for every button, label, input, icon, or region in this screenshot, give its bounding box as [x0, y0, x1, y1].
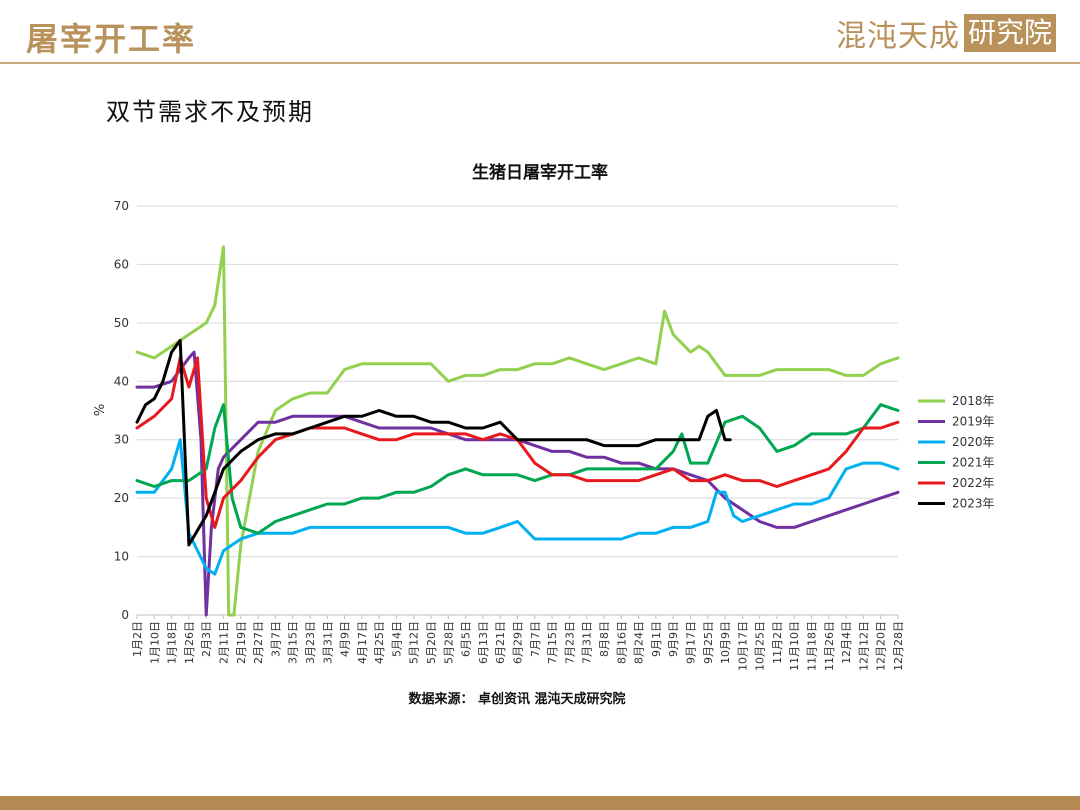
- series-line-3: [135, 403, 900, 535]
- legend-label: 2020年: [952, 435, 995, 449]
- x-tick-label: 9月1日: [650, 621, 663, 657]
- x-tick-label: 5月12日: [408, 621, 421, 664]
- y-tick-label: 70: [114, 199, 129, 213]
- y-tick-label: 50: [114, 316, 129, 330]
- x-tick-label: 11月26日: [823, 621, 836, 671]
- series-line-2: [135, 438, 900, 576]
- slide-subtitle: 双节需求不及预期: [106, 98, 314, 126]
- x-tick-label: 2月3日: [200, 621, 213, 657]
- source-note: 数据来源： 卓创资讯 混沌天成研究院: [408, 691, 625, 707]
- x-tick-label: 1月2日: [131, 621, 144, 657]
- x-tick-label: 4月9日: [339, 621, 352, 657]
- x-tick-label: 9月9日: [667, 621, 680, 657]
- x-tick-label: 5月4日: [390, 621, 403, 657]
- x-tick-label: 3月31日: [321, 621, 334, 664]
- y-tick-label: 30: [114, 433, 129, 447]
- x-tick-label: 7月15日: [546, 621, 559, 664]
- x-tick-label: 7月7日: [529, 621, 542, 657]
- legend-label: 2018年: [952, 394, 995, 408]
- x-tick-label: 10月25日: [754, 621, 767, 671]
- x-tick-label: 1月18日: [166, 621, 179, 664]
- x-tick-label: 6月29日: [512, 621, 525, 664]
- x-tick-label: 3月23日: [304, 621, 317, 664]
- chart-legend: 2018年 2019年 2020年 2021年 2022年 2023年: [918, 394, 995, 511]
- x-tick-label: 12月4日: [840, 621, 853, 664]
- x-tick-label: 2月27日: [252, 621, 265, 664]
- x-tick-label: 11月2日: [771, 621, 784, 664]
- legend-label: 2023年: [952, 497, 995, 511]
- y-tick-label: 0: [121, 608, 129, 622]
- logo-box-text: 研究院: [963, 14, 1056, 52]
- legend-label: 2022年: [952, 476, 995, 490]
- x-tick-label: 4月25日: [373, 621, 386, 664]
- x-tick-label: 12月12日: [857, 621, 870, 671]
- x-tick-label: 4月17日: [356, 621, 369, 664]
- header-rule: [0, 62, 1080, 64]
- x-tick-label: 8月16日: [615, 621, 628, 664]
- x-tick-label: 3月7日: [269, 621, 282, 657]
- series-lines: [135, 245, 900, 617]
- x-tick-label: 8月8日: [598, 621, 611, 657]
- x-axis-ticks: 1月2日 1月10日 1月18日 1月26日 2月3日 2月11日 2月19日 2月27日 3月…: [131, 615, 905, 671]
- x-tick-label: 10月17日: [736, 621, 749, 671]
- x-tick-label: 12月28日: [892, 621, 905, 671]
- chart-gridlines: [137, 205, 898, 616]
- logo-text: 混沌天成: [835, 19, 960, 54]
- footer-bar: [0, 796, 1080, 810]
- x-tick-label: 5月20日: [425, 621, 438, 664]
- series-line-4: [135, 356, 900, 529]
- x-tick-label: 7月23日: [563, 621, 576, 664]
- x-tick-label: 6月5日: [460, 621, 473, 657]
- x-tick-label: 7月31日: [581, 621, 594, 664]
- y-tick-label: 20: [114, 491, 129, 505]
- x-tick-label: 10月9日: [719, 621, 732, 664]
- x-tick-label: 2月11日: [217, 621, 230, 664]
- x-tick-label: 3月15日: [287, 621, 300, 664]
- x-tick-label: 11月18日: [806, 621, 819, 671]
- chart-title: 生猪日屠宰开工率: [472, 162, 608, 183]
- legend-label: 2021年: [952, 456, 995, 470]
- company-logo: 混沌天成 研究院: [836, 12, 1056, 54]
- x-tick-label: 12月20日: [875, 621, 888, 671]
- y-tick-label: 40: [114, 374, 129, 388]
- x-tick-label: 6月13日: [477, 621, 490, 664]
- header-title: 屠宰开工率: [26, 20, 197, 58]
- series-line-5: [135, 338, 732, 547]
- x-tick-label: 2月19日: [235, 621, 248, 664]
- y-tick-label: 60: [114, 257, 129, 271]
- x-tick-label: 11月10日: [788, 621, 801, 671]
- x-tick-label: 1月26日: [183, 621, 196, 664]
- x-tick-label: 8月24日: [633, 621, 646, 664]
- series-line-0: [135, 245, 900, 617]
- y-axis-label: %: [93, 404, 108, 416]
- y-tick-label: 10: [114, 550, 129, 564]
- x-tick-label: 6月21日: [494, 621, 507, 664]
- legend-label: 2019年: [952, 415, 995, 429]
- y-axis-ticks: 0 10 20 30 40 50 60 70: [114, 199, 129, 622]
- x-tick-label: 5月28日: [442, 621, 455, 664]
- x-tick-label: 1月10日: [148, 621, 161, 664]
- x-tick-label: 9月17日: [684, 621, 697, 664]
- x-tick-label: 9月25日: [702, 621, 715, 664]
